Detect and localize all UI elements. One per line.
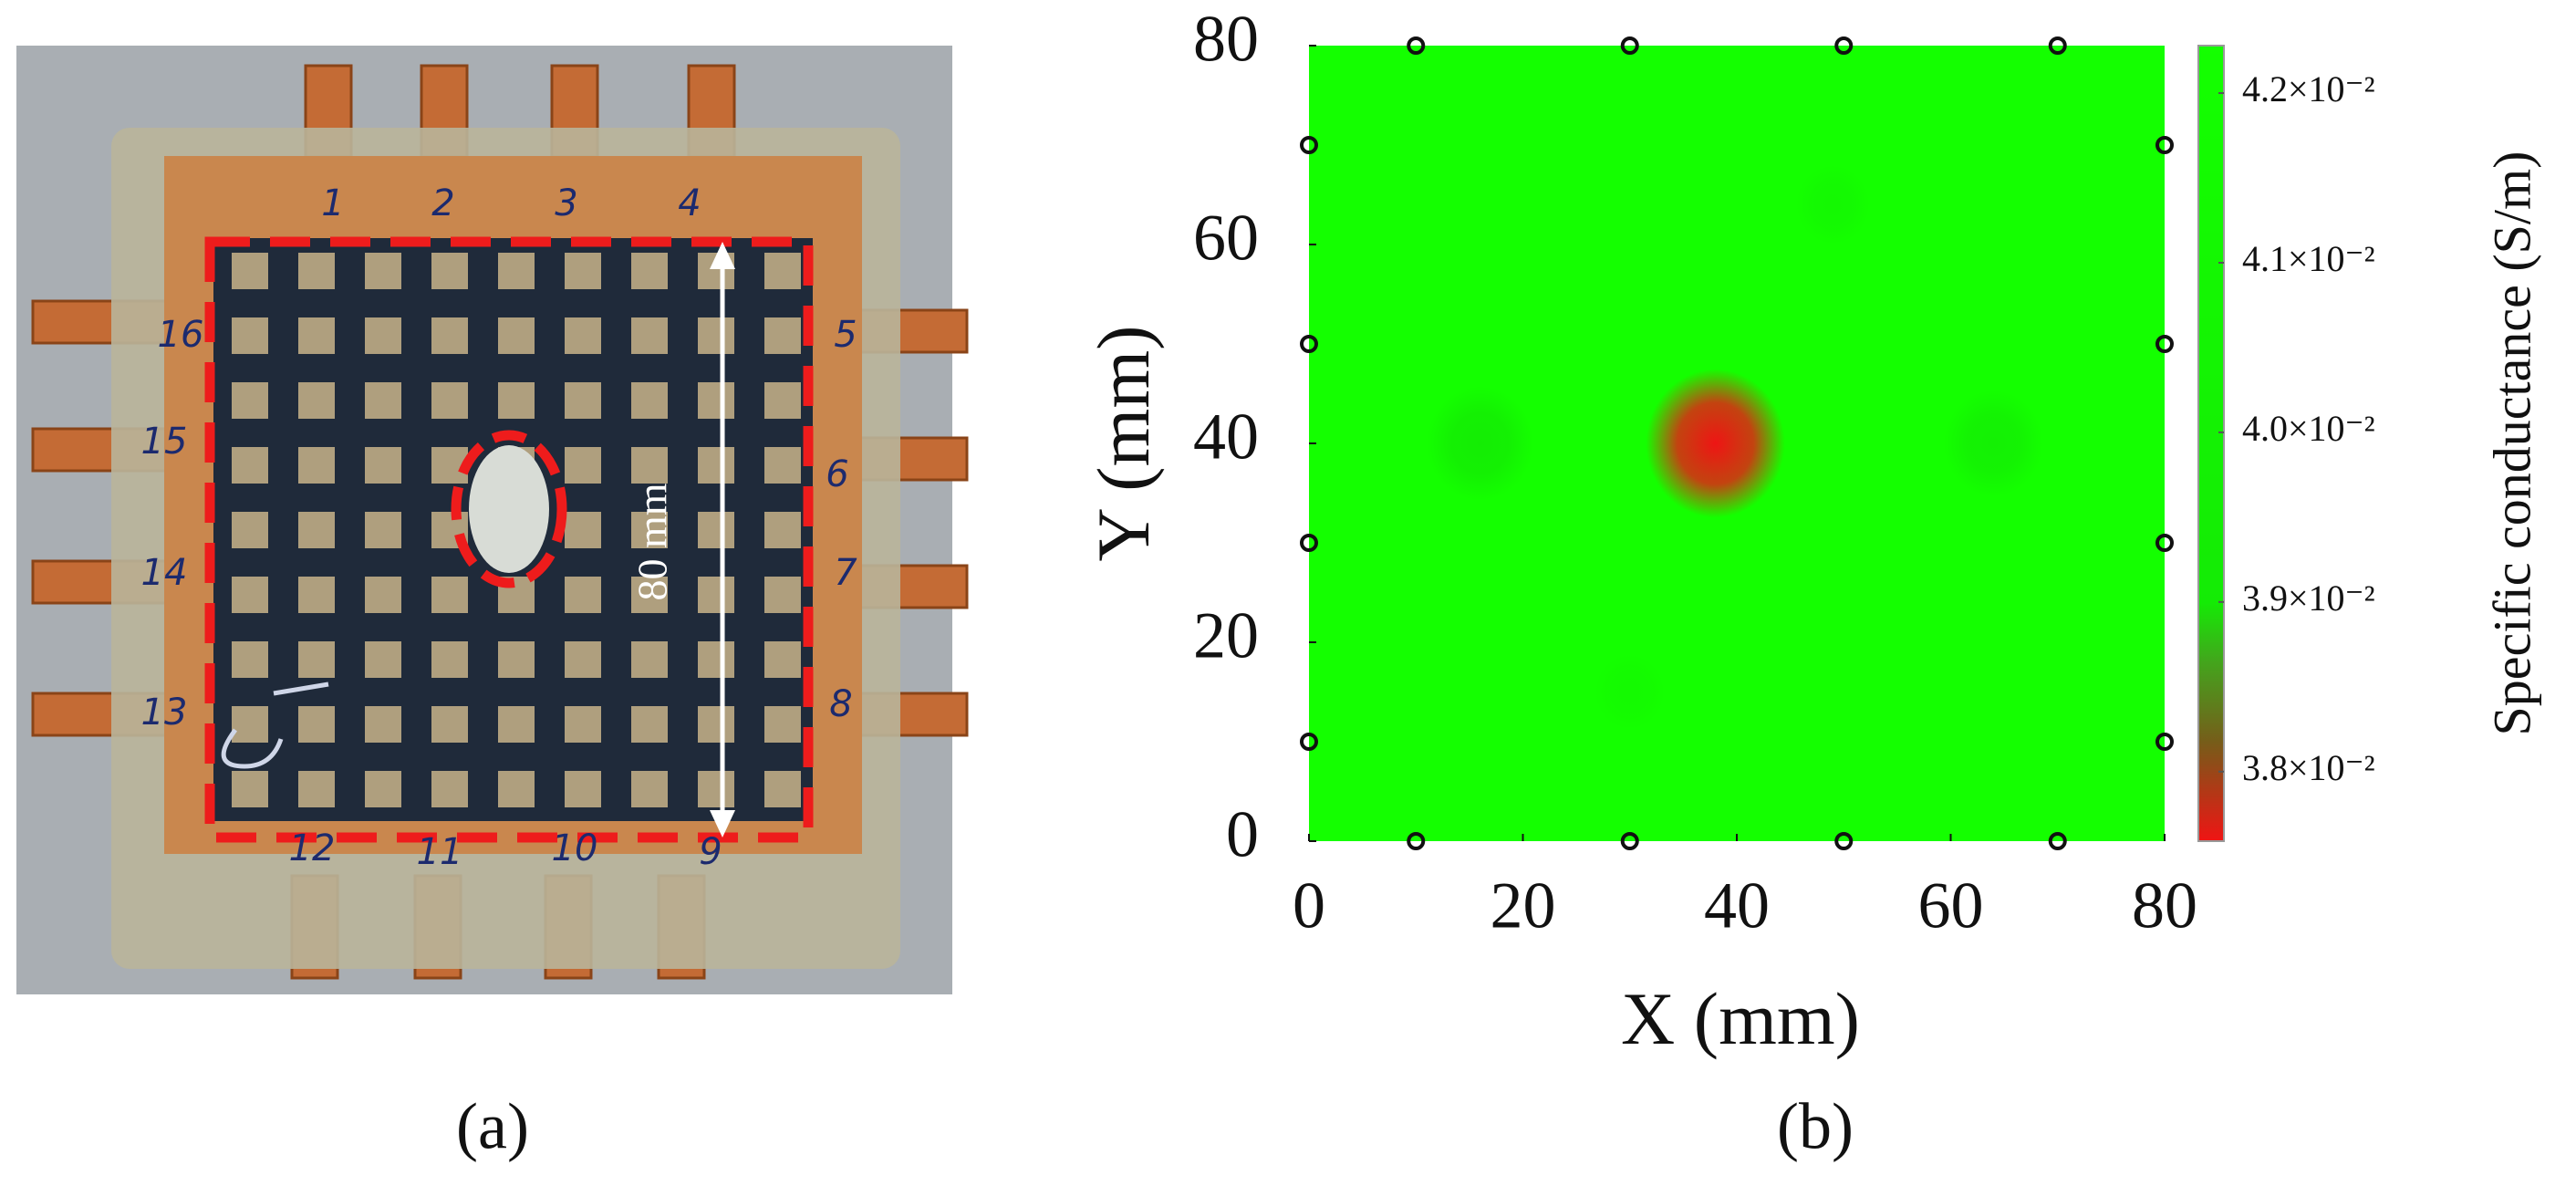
electrode (1834, 832, 1854, 850)
electrode (2155, 136, 2174, 154)
heatmap-spot (1944, 390, 2043, 496)
electrode-label: 2 (431, 182, 454, 224)
y-tick-label: 60 (1193, 202, 1259, 275)
electrode-label: 6 (826, 453, 848, 495)
colorbar-tick-label: 3.9×10⁻² (2242, 577, 2375, 619)
electrode (1300, 335, 1318, 353)
electrode (2048, 832, 2067, 850)
electrode (2155, 534, 2174, 552)
panel-label: (b) (1777, 1090, 1854, 1163)
y-tick-label: 20 (1193, 599, 1259, 672)
heatmap-spot (1796, 165, 1870, 244)
electrode (1300, 136, 1318, 154)
y-axis-label: Y (mm) (1082, 326, 1165, 562)
x-tick-label: 40 (1704, 869, 1770, 942)
electrode (1300, 733, 1318, 751)
colorbar-tick-label: 4.1×10⁻² (2242, 238, 2375, 279)
electrode (2048, 36, 2067, 55)
electrode (2155, 335, 2174, 353)
electrode-label: 16 (158, 314, 204, 356)
electrode (2155, 733, 2174, 751)
electrode (1834, 36, 1854, 55)
electrode (1620, 832, 1639, 850)
x-tick-label: 80 (2132, 869, 2197, 942)
electrode-label: 5 (834, 314, 857, 356)
electrode (1407, 832, 1426, 850)
electrode-label: 9 (699, 831, 722, 873)
colorbar-tick-label: 4.2×10⁻² (2242, 68, 2375, 109)
x-axis-label: X (mm) (1621, 977, 1860, 1060)
electrode-label: 7 (834, 552, 857, 594)
x-tick-label: 20 (1491, 869, 1556, 942)
electrode-label: 15 (141, 421, 188, 463)
y-tick-label: 0 (1226, 798, 1259, 871)
heatmap-spot (1427, 386, 1533, 501)
electrode-label: 12 (289, 827, 336, 869)
colorbar-label: Specific conductance (S/m) (2482, 151, 2541, 736)
y-tick-label: 40 (1193, 401, 1259, 473)
electrode-label: 3 (555, 182, 577, 224)
dimension-label: 80 mm (629, 483, 676, 600)
colorbar-tick-label: 3.8×10⁻² (2242, 747, 2375, 788)
heatmap-spot (1594, 654, 1665, 730)
electrode-label: 4 (678, 182, 701, 224)
electrode-label: 1 (321, 182, 344, 224)
colorbar-tick-label: 4.0×10⁻² (2242, 408, 2375, 449)
y-tick-label: 80 (1193, 3, 1259, 76)
electrode-label: 14 (141, 552, 188, 594)
electrode-label: 10 (552, 827, 598, 869)
electrode (1407, 36, 1426, 55)
electrode-label: 8 (829, 683, 852, 725)
electrode (1620, 36, 1639, 55)
photo: 80 mm (16, 46, 969, 994)
heatmap-spot (1646, 369, 1785, 518)
x-tick-label: 0 (1293, 869, 1325, 942)
colorbar (2197, 45, 2225, 842)
panel-label: (a) (456, 1090, 529, 1163)
x-tick-label: 60 (1918, 869, 1984, 942)
electrode-label: 13 (141, 692, 188, 733)
electrode-label: 11 (417, 831, 463, 873)
electrode (1300, 534, 1318, 552)
